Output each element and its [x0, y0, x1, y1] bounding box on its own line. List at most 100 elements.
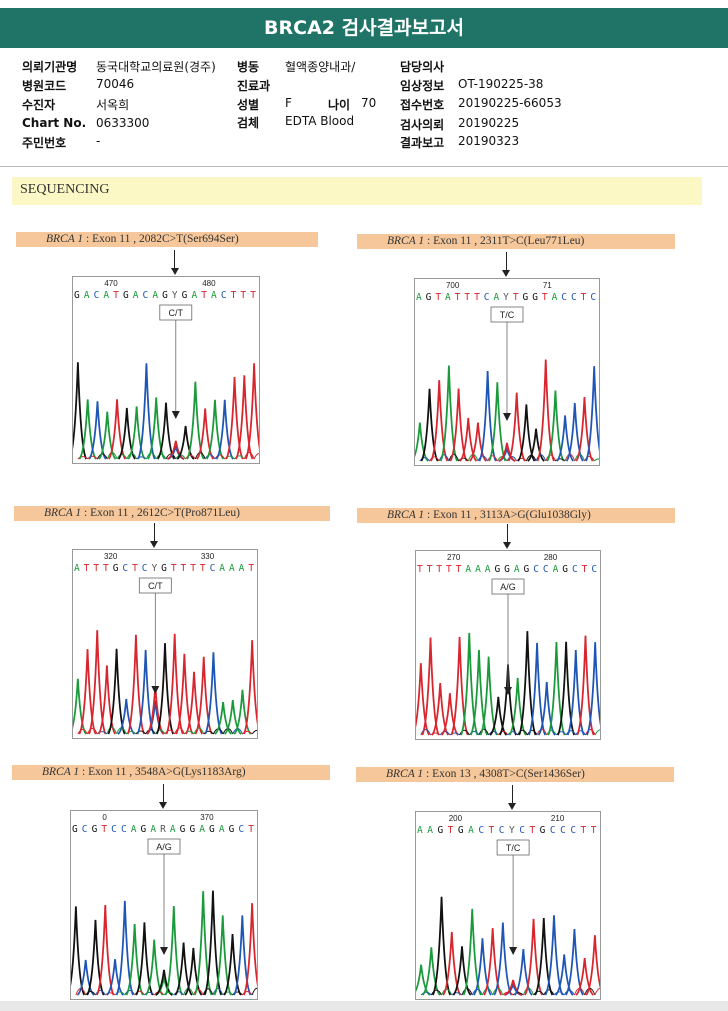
position-label: 0 [102, 813, 107, 822]
trace-peak [469, 649, 488, 736]
report-title: BRCA2 검사결과보고서 [0, 8, 728, 48]
base-call: C [560, 825, 566, 836]
base-call: G [209, 824, 215, 835]
trace-peak [233, 915, 252, 996]
trace-peak [576, 635, 595, 736]
trace-peak [185, 671, 204, 735]
variant-call-box [496, 839, 530, 856]
variant-arrow [160, 947, 168, 955]
trace-noise [441, 988, 453, 996]
trace-peak [416, 663, 430, 736]
trace-noise [77, 456, 89, 460]
trace-noise [468, 730, 480, 736]
gene-name: BRCA 1 [44, 507, 82, 519]
trace-peak [223, 934, 242, 996]
base-call: G [562, 564, 568, 575]
arrow-head-icon [150, 541, 159, 548]
position-label: 320 [104, 552, 118, 561]
trace-peak [489, 696, 508, 736]
variant-arrow [504, 687, 512, 695]
trace-noise [87, 455, 98, 460]
info-label: 진료과 [237, 79, 271, 93]
chromatogram: 0 370 G C G T C C A G A R A G G A G A G C T A/G [70, 810, 258, 1000]
position-label: 280 [544, 553, 558, 562]
base-call: C [572, 564, 578, 575]
base-call: T [448, 825, 454, 836]
base-call: A [416, 292, 422, 303]
trace-noise [594, 987, 600, 996]
trace-peak [488, 382, 507, 462]
variant-arrow [509, 947, 518, 955]
base-call: T [455, 292, 461, 303]
base-call: T [542, 292, 548, 303]
base-call: G [141, 824, 147, 835]
position-label: 210 [551, 814, 565, 823]
variant-text: : Exon 11 , 2082C>T(Ser694Ser) [86, 233, 239, 245]
variant-caption: BRCA 1 : Exon 13 , 4308T>C(Ser1436Ser) [356, 767, 674, 782]
trace-peak [205, 399, 225, 460]
info-value: 서옥희 [96, 98, 130, 112]
variant-caption: BRCA 1 : Exon 11 , 2311T>C(Leu771Leu) [357, 234, 675, 249]
trace-peak [107, 648, 126, 735]
base-call: T [581, 292, 587, 303]
trace-noise [251, 729, 257, 735]
base-call: A [445, 292, 451, 303]
trace-noise [481, 987, 494, 996]
variant-caption: BRCA 1 : Exon 11 , 2612C>T(Pro871Leu) [14, 506, 330, 521]
patient-info: 의뢰기관명 동국대학교의료원(경주) 병원코드 70046 수진자 서옥희 Ch… [0, 50, 728, 166]
trace-peak [566, 650, 585, 736]
trace-peak [73, 678, 87, 735]
position-label: 71 [543, 281, 552, 290]
trace-peak [233, 689, 252, 735]
variant-text: : Exon 11 , 2311T>C(Leu771Leu) [427, 235, 585, 247]
base-call: T [231, 290, 237, 301]
base-call: Y [503, 292, 509, 303]
down-arrow-icon [162, 784, 164, 804]
trace-peak [524, 918, 544, 996]
variant-text: : Exon 11 , 3113A>G(Glu1038Gly) [427, 509, 591, 521]
trace-noise [584, 455, 595, 462]
info-label: 나이 [328, 98, 351, 112]
trace-peak [97, 665, 116, 735]
base-call: A [133, 290, 139, 301]
position-label: 370 [200, 813, 214, 822]
base-call: T [446, 564, 452, 575]
trace-peak [184, 947, 203, 996]
variant-call-box [491, 578, 525, 595]
trace-noise [243, 451, 255, 460]
trace-peak [223, 699, 242, 735]
base-call: T [101, 824, 107, 835]
info-label: 주민번호 [22, 136, 67, 150]
base-call: G [437, 825, 443, 836]
trace-peak [415, 422, 429, 462]
base-call: T [464, 292, 470, 303]
base-call: A [427, 825, 433, 836]
base-call: G [540, 825, 546, 836]
trace-peak [242, 903, 257, 996]
base-call: C [478, 825, 484, 836]
base-call: T [103, 563, 109, 574]
base-call: T [513, 292, 519, 303]
info-label: 성별 [237, 98, 260, 112]
base-call: A [475, 564, 481, 575]
trace-peak [473, 938, 492, 996]
base-call: C [533, 564, 539, 575]
trace-noise [553, 991, 565, 996]
position-label: 330 [201, 552, 215, 561]
trace-peak [127, 406, 146, 460]
trace-noise [224, 455, 235, 460]
trace-peak [125, 924, 144, 996]
gene-name: BRCA 1 [387, 235, 425, 247]
base-call: C [143, 290, 149, 301]
trace-noise [585, 728, 596, 736]
trace-peak [156, 402, 176, 460]
trace-noise [222, 991, 233, 996]
trace-noise [183, 730, 195, 735]
chromatogram: 270 280 T T T T T A A A G G A G C C A G C T C A/G [415, 550, 601, 740]
trace-peak [96, 905, 115, 996]
down-arrow-icon [506, 524, 508, 544]
base-call: G [123, 290, 129, 301]
trace-noise [95, 989, 106, 996]
info-value: OT-190225-38 [458, 77, 544, 91]
base-call: T [489, 825, 495, 836]
